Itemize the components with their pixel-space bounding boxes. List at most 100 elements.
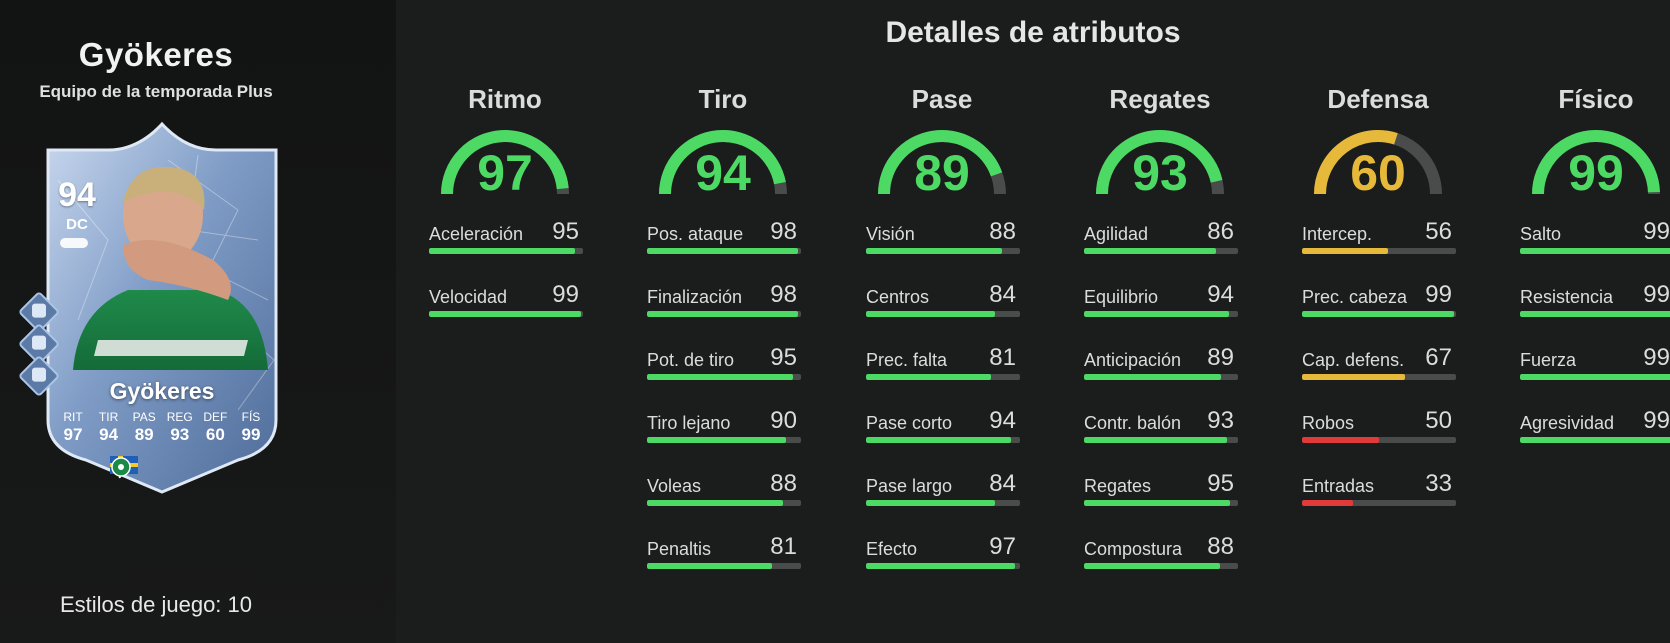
category-title: Regates	[1109, 84, 1211, 114]
card-badges	[110, 456, 214, 480]
card-position: DC	[66, 216, 88, 233]
attribute-value: 99	[1643, 281, 1670, 308]
category-value: 94	[695, 145, 751, 201]
attribute-bar	[1520, 374, 1670, 380]
attribute-bar	[1084, 374, 1238, 380]
attribute-finalizacion[interactable]: Finalización 98	[647, 281, 801, 321]
attribute-bar	[1084, 500, 1238, 506]
attribute-bar-fill	[1084, 311, 1229, 317]
attribute-bar-fill	[1520, 374, 1670, 380]
attribute-cap-defens[interactable]: Cap. defens. 67	[1302, 344, 1456, 384]
attribute-pase-largo[interactable]: Pase largo 84	[866, 470, 1020, 510]
card-stat-tir: TIR 94	[92, 410, 126, 445]
card-stat-label: RIT	[63, 410, 83, 424]
attribute-pot-de-tiro[interactable]: Pot. de tiro 95	[647, 344, 801, 384]
attribute-intercep[interactable]: Intercep. 56	[1302, 218, 1456, 258]
attribute-bar	[1084, 563, 1238, 569]
category-fisico: Físico 99 Salto 99 Resistencia 99 Fuerza 99 Agre…	[1516, 84, 1670, 443]
card-stat-label: PAS	[132, 410, 156, 424]
attribute-centros[interactable]: Centros 84	[866, 281, 1020, 321]
card-stat-pas: PAS 89	[127, 410, 161, 445]
attribute-name: Robos	[1302, 413, 1355, 433]
attribute-voleas[interactable]: Voleas 88	[647, 470, 801, 510]
attribute-name: Voleas	[647, 476, 702, 496]
attribute-bar	[866, 311, 1020, 317]
attribute-bar	[1084, 311, 1238, 317]
attribute-bar-fill	[1084, 374, 1222, 380]
attribute-value: 67	[1425, 344, 1452, 371]
attribute-name: Anticipación	[1084, 350, 1182, 370]
attribute-value: 97	[989, 533, 1016, 560]
attribute-vision[interactable]: Visión 88	[866, 218, 1020, 258]
attribute-contr-balon[interactable]: Contr. balón 93	[1084, 407, 1238, 447]
attribute-bar	[429, 311, 583, 317]
attribute-bar-fill	[866, 563, 1016, 569]
playstyles-count[interactable]: Estilos de juego: 10	[59, 592, 253, 617]
attribute-prec-falta[interactable]: Prec. falta 81	[866, 344, 1020, 384]
attribute-velocidad[interactable]: Velocidad 99	[429, 281, 583, 321]
attribute-name: Efecto	[866, 539, 918, 559]
category-gauge: 60	[1298, 120, 1458, 201]
attribute-value: 99	[552, 281, 579, 308]
attribute-prec-cabeza[interactable]: Prec. cabeza 99	[1302, 281, 1456, 321]
attribute-bar-fill	[1302, 437, 1379, 443]
card-stat-rit: RIT 97	[56, 410, 90, 445]
attribute-salto[interactable]: Salto 99	[1520, 218, 1670, 258]
gauge-fill	[441, 130, 569, 195]
attribute-bar	[647, 248, 801, 254]
category-tiro: Tiro 94 Pos. ataque 98 Finalización 98 Pot. de…	[643, 84, 803, 569]
attribute-bar-fill	[647, 374, 794, 380]
attribute-value: 98	[770, 218, 797, 245]
attribute-name: Fuerza	[1520, 350, 1577, 370]
attribute-efecto[interactable]: Efecto 97	[866, 533, 1020, 573]
attribute-bar-fill	[1084, 563, 1220, 569]
category-title: Ritmo	[468, 84, 542, 114]
attribute-bar-fill	[866, 374, 991, 380]
attribute-value: 81	[989, 344, 1016, 371]
attribute-bar-fill	[866, 248, 1002, 254]
category-gauge: 97	[425, 120, 585, 201]
attribute-bar	[1302, 500, 1456, 506]
attribute-regates[interactable]: Regates 95	[1084, 470, 1238, 510]
attribute-compostura[interactable]: Compostura 88	[1084, 533, 1238, 573]
attribute-value: 81	[770, 533, 797, 560]
gauge-fill	[1314, 130, 1398, 195]
attribute-entradas[interactable]: Entradas 33	[1302, 470, 1456, 510]
category-title: Defensa	[1327, 84, 1429, 114]
attribute-bar	[1302, 374, 1456, 380]
attribute-penaltis[interactable]: Penaltis 81	[647, 533, 801, 573]
attribute-value: 95	[552, 218, 579, 245]
card-stat-reg: REG 93	[163, 410, 197, 445]
attribute-bar	[647, 437, 801, 443]
attribute-tiro-lejano[interactable]: Tiro lejano 90	[647, 407, 801, 447]
attribute-agilidad[interactable]: Agilidad 86	[1084, 218, 1238, 258]
attribute-robos[interactable]: Robos 50	[1302, 407, 1456, 447]
attribute-details-title: Detalles de atributos	[885, 16, 1181, 49]
attribute-value: 88	[989, 218, 1016, 245]
player-card[interactable]: 94 DC Gyökeres RIT 97 TIR 94 PAS 89 REG 93 D…	[38, 120, 286, 498]
attribute-anticipacion[interactable]: Anticipación 89	[1084, 344, 1238, 384]
attribute-bar-fill	[866, 437, 1011, 443]
attribute-value: 88	[770, 470, 797, 497]
attribute-name: Prec. falta	[866, 350, 948, 370]
attribute-equilibrio[interactable]: Equilibrio 94	[1084, 281, 1238, 321]
attribute-bar	[647, 563, 801, 569]
attribute-resistencia[interactable]: Resistencia 99	[1520, 281, 1670, 321]
attribute-bar-fill	[1302, 248, 1389, 254]
category-value: 89	[914, 145, 970, 201]
attribute-bar	[866, 563, 1020, 569]
card-stat-value: 93	[170, 425, 190, 444]
attribute-bar-fill	[647, 437, 786, 443]
attribute-name: Intercep.	[1302, 224, 1373, 244]
card-stat-value: 89	[134, 425, 154, 444]
attribute-pase-corto[interactable]: Pase corto 94	[866, 407, 1020, 447]
attribute-pos-ataque[interactable]: Pos. ataque 98	[647, 218, 801, 258]
attribute-bar	[1084, 248, 1238, 254]
attribute-agresividad[interactable]: Agresividad 99	[1520, 407, 1670, 447]
attribute-value: 84	[989, 470, 1016, 497]
attribute-fuerza[interactable]: Fuerza 99	[1520, 344, 1670, 384]
attribute-bar	[1302, 311, 1456, 317]
card-stat-label: TIR	[98, 410, 119, 424]
attribute-aceleracion[interactable]: Aceleración 95	[429, 218, 583, 258]
attribute-bar	[647, 311, 801, 317]
